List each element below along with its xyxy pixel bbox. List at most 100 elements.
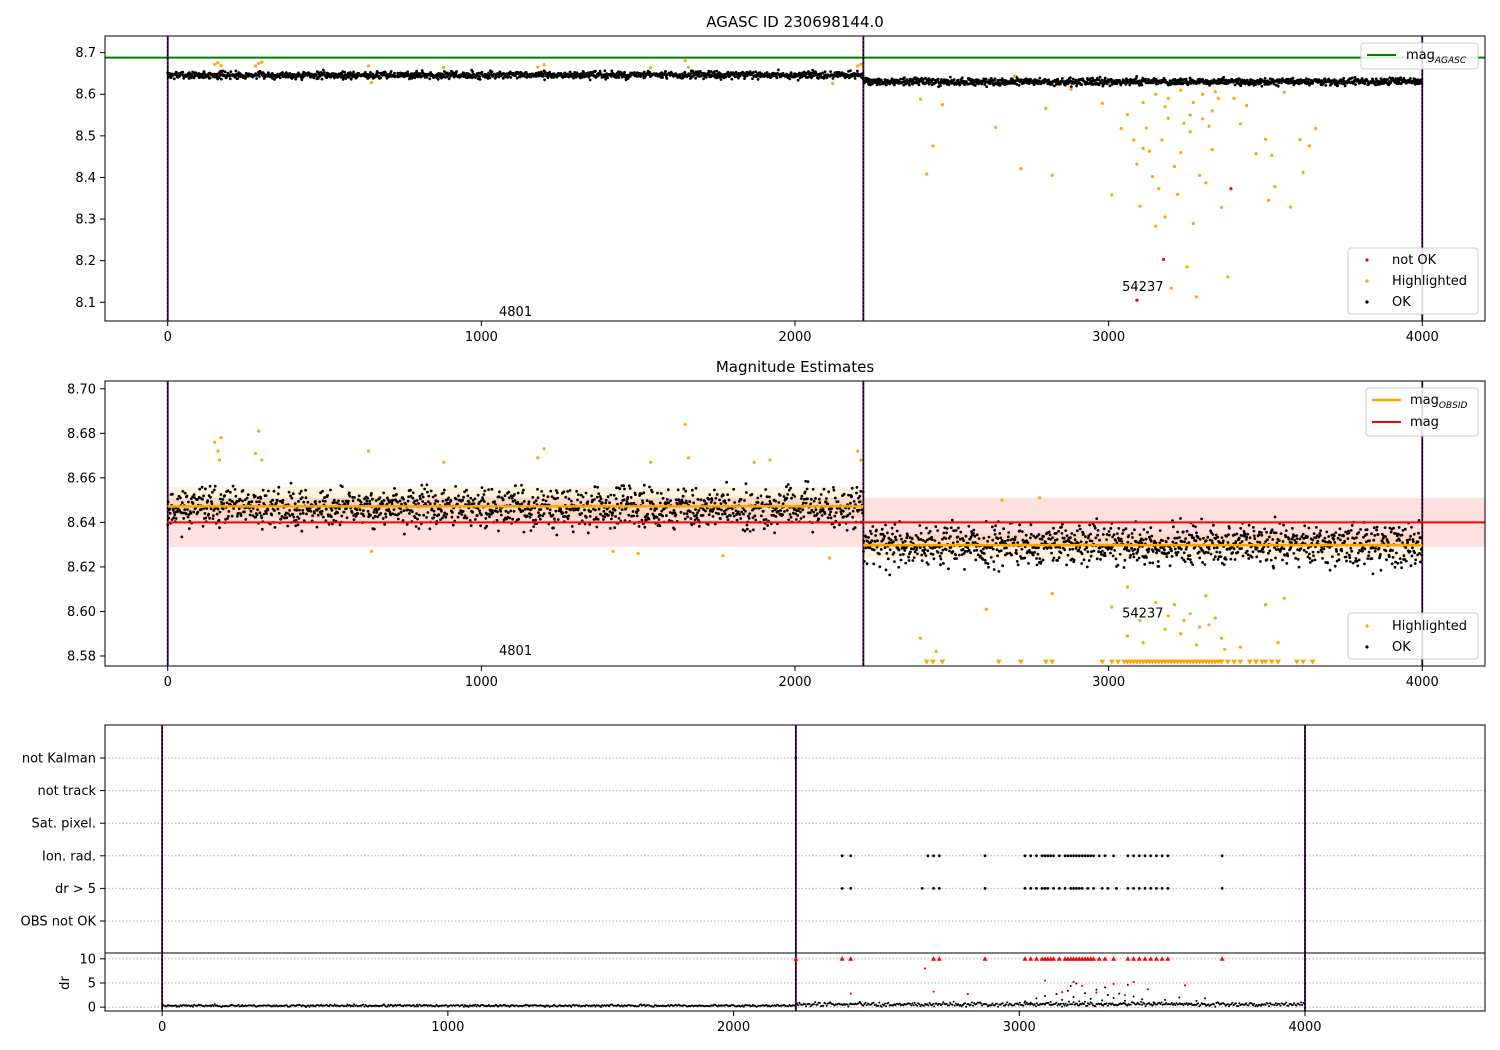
ok-point	[365, 499, 369, 503]
ok-point	[627, 484, 631, 488]
ok-point	[445, 512, 449, 516]
ok-point	[834, 511, 838, 514]
ok-point	[1126, 540, 1130, 544]
ok-point	[1012, 541, 1016, 545]
ok-point	[488, 76, 492, 80]
ok-point	[588, 515, 592, 518]
highlighted-point	[1176, 192, 1180, 197]
ok-point	[806, 497, 809, 501]
ok-point	[859, 489, 863, 493]
ok-point	[875, 528, 878, 532]
ok-point	[1078, 546, 1082, 549]
ok-point	[385, 76, 389, 80]
ok-point	[497, 495, 501, 499]
ok-point	[903, 539, 907, 543]
ok-point	[428, 77, 432, 81]
ok-point	[1089, 532, 1092, 536]
ok-point	[166, 523, 170, 527]
ok-point	[911, 559, 915, 562]
ok-point	[341, 78, 345, 81]
ok-point	[548, 511, 552, 515]
ok-point	[1017, 83, 1021, 87]
highlighted-point	[1219, 205, 1224, 210]
ok-point	[682, 487, 686, 491]
ok-point	[393, 71, 396, 75]
ok-point	[852, 500, 856, 503]
ok-point	[1150, 534, 1154, 538]
ok-point	[1051, 536, 1054, 540]
ok-point	[514, 484, 517, 488]
highlighted-point	[366, 64, 371, 68]
highlighted-point	[1157, 187, 1161, 191]
ok-point	[699, 498, 703, 502]
ok-point	[1052, 556, 1056, 560]
ok-point	[508, 516, 512, 520]
ok-point	[584, 491, 588, 495]
ok-point	[886, 531, 889, 535]
ok-point	[655, 507, 658, 511]
ok-point	[236, 77, 240, 80]
ok-point	[1059, 82, 1062, 86]
ok-point	[907, 559, 911, 562]
ok-point	[1180, 540, 1184, 543]
ok-point	[898, 534, 902, 537]
ok-point	[532, 525, 536, 528]
ok-point	[1056, 559, 1060, 562]
ok-point	[174, 517, 178, 520]
ok-point	[1154, 541, 1158, 545]
ok-point	[705, 502, 708, 505]
ok-point	[989, 556, 993, 559]
ok-point	[788, 513, 792, 516]
ok-point	[454, 485, 457, 488]
ok-point	[924, 554, 928, 557]
ok-point	[975, 548, 979, 552]
ok-point	[626, 502, 630, 506]
ok-point	[478, 78, 482, 81]
ok-point	[936, 551, 940, 554]
ok-point	[480, 513, 483, 517]
ok-point	[555, 491, 559, 495]
ok-point	[952, 529, 956, 533]
ok-point	[246, 74, 250, 78]
y-tick-label: 8.7	[75, 46, 96, 61]
ok-point	[416, 517, 419, 521]
ok-point	[666, 488, 670, 492]
ok-point	[1133, 528, 1136, 532]
ok-point	[1026, 541, 1030, 545]
ok-point	[326, 494, 330, 497]
ok-point	[920, 553, 924, 557]
ok-point	[1069, 76, 1072, 80]
ok-point	[415, 69, 418, 73]
ok-point	[641, 501, 645, 505]
not-ok-point	[1161, 257, 1166, 262]
ok-point	[752, 507, 756, 511]
ok-point	[906, 534, 909, 537]
ok-point	[1062, 536, 1066, 540]
ok-point	[432, 516, 435, 520]
ok-point	[1311, 82, 1315, 85]
ok-point	[894, 538, 898, 542]
ok-point	[642, 483, 646, 487]
highlighted-point	[1166, 116, 1170, 120]
ok-point	[375, 511, 378, 514]
ok-point	[893, 560, 896, 563]
highlighted-point	[918, 97, 923, 101]
ok-point	[933, 539, 937, 542]
ok-point	[299, 512, 302, 516]
ok-point	[456, 515, 460, 519]
ok-point	[1073, 538, 1077, 542]
ok-point	[849, 69, 852, 72]
ok-point	[890, 526, 894, 530]
ok-point	[939, 563, 942, 567]
ok-point	[485, 524, 489, 528]
ok-point	[948, 549, 951, 553]
highlighted-point	[1201, 92, 1205, 96]
ok-point	[777, 68, 780, 72]
ok-point	[964, 534, 968, 538]
ok-point	[1142, 528, 1146, 531]
ok-point	[714, 496, 718, 500]
highlighted-point	[1141, 146, 1145, 150]
ok-point	[417, 502, 420, 505]
ok-point	[916, 552, 919, 556]
ok-point	[1111, 554, 1115, 558]
